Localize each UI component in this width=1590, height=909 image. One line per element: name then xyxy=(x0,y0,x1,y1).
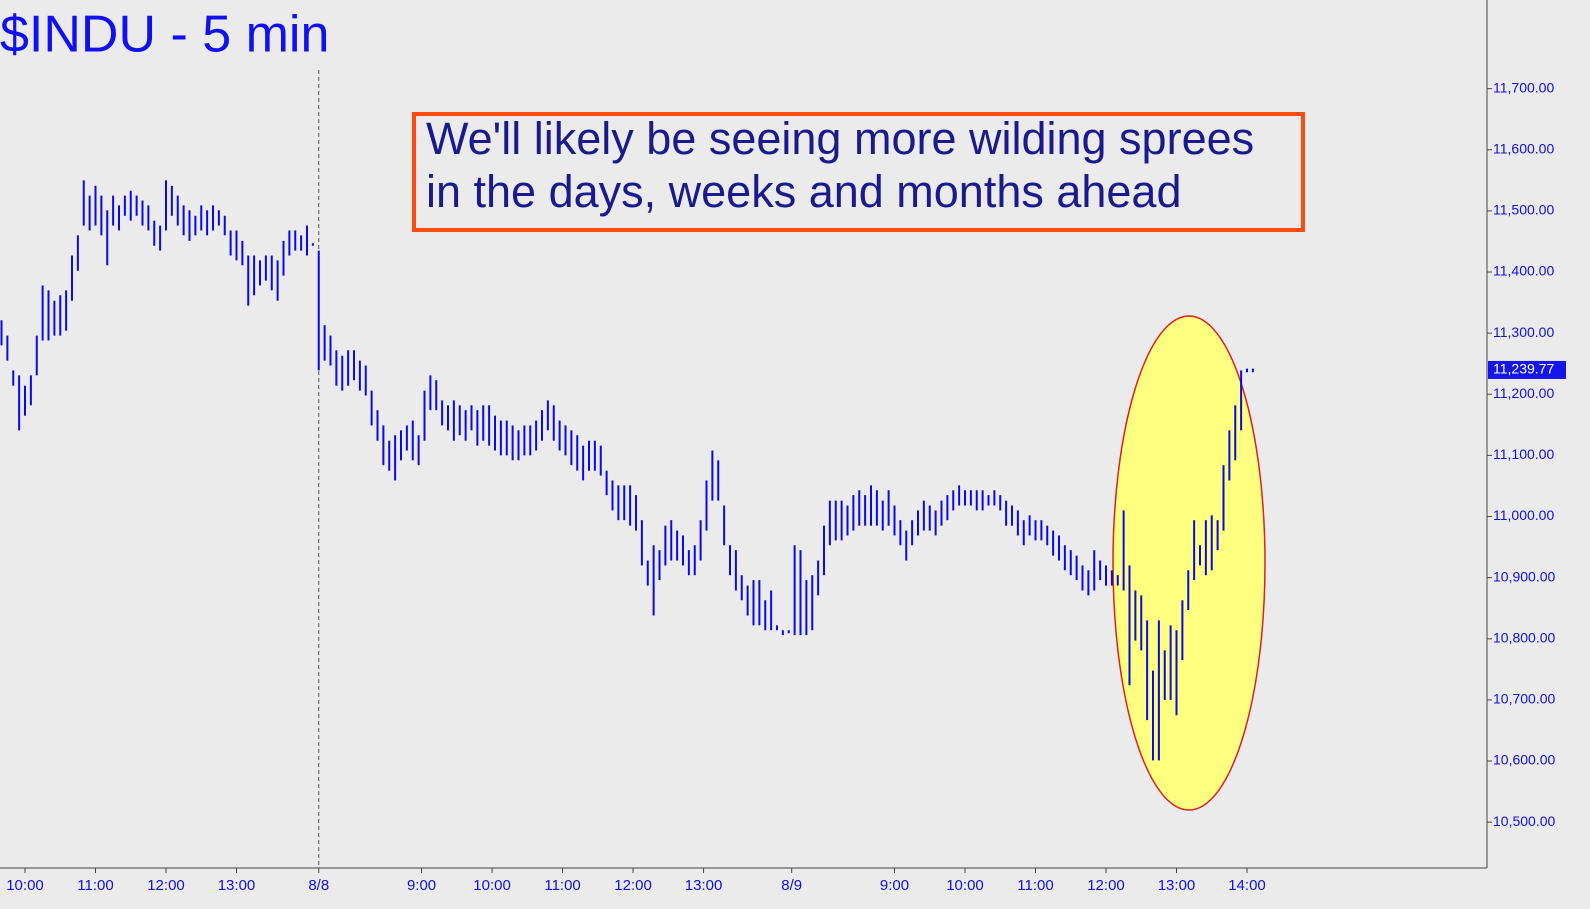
x-tick-label: 11:00 xyxy=(1017,877,1053,894)
x-tick-label: 8/9 xyxy=(781,877,802,894)
y-tick-label: 11,200.00 xyxy=(1493,385,1554,401)
x-tick-label: 13:00 xyxy=(218,877,256,894)
y-tick-label: 10,700.00 xyxy=(1493,691,1555,707)
x-tick-label: 9:00 xyxy=(407,877,436,894)
annotation-box xyxy=(412,112,1305,232)
x-tick-label: 14:00 xyxy=(1228,877,1266,894)
x-tick-label: 11:00 xyxy=(544,877,580,894)
y-tick-label: 10,500.00 xyxy=(1493,813,1555,829)
x-tick-label: 8/8 xyxy=(308,877,329,894)
y-tick-label: 11,600.00 xyxy=(1493,140,1554,156)
x-tick-label: 12:00 xyxy=(1087,877,1125,894)
y-tick-label: 11,700.00 xyxy=(1493,79,1554,95)
x-tick-label: 13:00 xyxy=(685,877,723,894)
highlight-ellipse xyxy=(1112,315,1266,811)
last-price-label: 11,239.77 xyxy=(1493,361,1554,377)
annotation-text: We'll likely be seeing more wilding spre… xyxy=(426,113,1254,164)
y-tick-label: 11,000.00 xyxy=(1493,507,1554,523)
x-tick-label: 9:00 xyxy=(880,877,909,894)
y-tick-label: 11,100.00 xyxy=(1493,446,1554,462)
x-tick-label: 13:00 xyxy=(1158,877,1196,894)
x-tick-label: 12:00 xyxy=(147,877,185,894)
y-tick-label: 11,400.00 xyxy=(1493,263,1554,279)
y-tick-label: 11,300.00 xyxy=(1493,324,1554,340)
chart-title: $INDU - 5 min xyxy=(0,6,329,64)
y-tick-label: 10,600.00 xyxy=(1493,752,1555,768)
x-tick-label: 10:00 xyxy=(473,877,511,894)
last-price-box xyxy=(1488,360,1566,379)
x-tick-label: 11:00 xyxy=(77,877,113,894)
x-tick-label: 10:00 xyxy=(946,877,984,894)
y-tick-label: 11,500.00 xyxy=(1493,202,1554,218)
y-tick-label: 10,900.00 xyxy=(1493,568,1555,584)
x-tick-label: 10:00 xyxy=(6,877,44,894)
y-tick-label: 10,800.00 xyxy=(1493,629,1555,645)
annotation-text: in the days, weeks and months ahead xyxy=(426,166,1182,217)
x-tick-label: 12:00 xyxy=(614,877,652,894)
